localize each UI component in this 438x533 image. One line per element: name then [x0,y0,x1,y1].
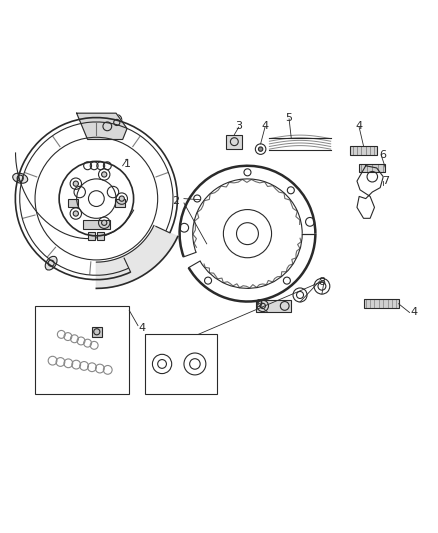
Bar [359,164,385,172]
Text: 8: 8 [318,277,325,287]
Text: 7: 7 [382,176,389,186]
Text: 4: 4 [261,122,268,131]
Polygon shape [96,225,178,288]
Text: 2: 2 [172,196,179,206]
Circle shape [258,147,263,151]
Bar [115,199,125,207]
Text: 5: 5 [286,112,293,123]
Text: 4: 4 [139,323,146,333]
Bar [97,232,104,240]
Bar [256,300,291,312]
Text: 9: 9 [255,298,262,309]
Text: 6: 6 [380,150,387,160]
Bar [35,306,129,393]
Text: 4: 4 [356,122,363,131]
Circle shape [73,211,78,216]
Polygon shape [77,113,127,140]
Text: 3: 3 [235,122,242,131]
Text: 1: 1 [124,159,131,168]
Bar [92,327,102,336]
Text: 4: 4 [410,308,417,318]
Bar [88,232,95,240]
Circle shape [73,181,78,187]
Ellipse shape [13,173,28,183]
Circle shape [102,172,107,177]
Ellipse shape [45,256,57,270]
Bar [83,220,110,229]
Bar [145,334,217,393]
Bar [226,135,242,149]
Circle shape [102,220,107,225]
Bar [350,146,377,155]
Bar [364,300,399,308]
Ellipse shape [112,115,122,130]
Circle shape [119,196,124,201]
Bar [68,199,78,207]
